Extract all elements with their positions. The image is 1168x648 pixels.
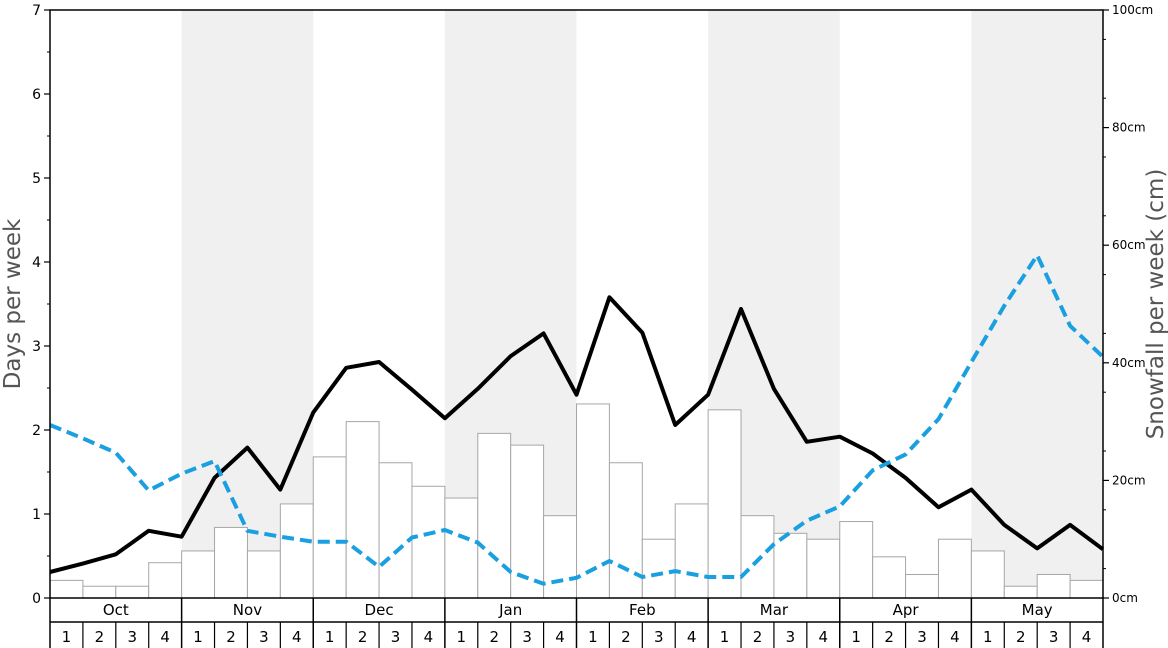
snowfall-bar (411, 485, 446, 599)
week-label: 2 (358, 628, 368, 646)
snowfall-bar (510, 444, 545, 599)
left-axis: 0 1 2 3 4 5 6 7 (32, 3, 50, 607)
snowfall-bar (674, 503, 709, 599)
week-label: 2 (753, 628, 763, 646)
right-tick-label: 60cm (1112, 238, 1146, 252)
week-label: 1 (851, 628, 861, 646)
left-tick-label: 3 (32, 339, 41, 355)
week-label: 2 (95, 628, 105, 646)
week-label: 4 (424, 628, 434, 646)
week-label: 2 (1016, 628, 1026, 646)
snowfall-bar (214, 526, 248, 599)
week-label: 1 (457, 628, 467, 646)
snowfall-bar (115, 585, 150, 599)
week-label: 2 (226, 628, 236, 646)
snowfall-bar (970, 550, 1005, 599)
week-label: 1 (983, 628, 993, 646)
snowfall-bar (806, 538, 841, 599)
snowfall-bar (1069, 579, 1104, 599)
left-tick-label: 6 (32, 87, 41, 103)
snowfall-bar (181, 550, 216, 599)
month-shade-may (971, 10, 1103, 598)
week-label: 1 (588, 628, 598, 646)
right-tick-label: 40cm (1112, 356, 1146, 370)
left-tick-label: 5 (32, 171, 41, 187)
right-tick-label: 0cm (1112, 591, 1138, 605)
snowfall-bar (279, 503, 314, 599)
week-label: 2 (621, 628, 631, 646)
snowfall-bar (543, 515, 577, 599)
month-label: Mar (760, 601, 789, 619)
dashed-line (49, 253, 1105, 586)
snowfall-bar (1003, 585, 1038, 599)
left-axis-label: Days per week (0, 218, 26, 389)
week-label: 2 (884, 628, 894, 646)
right-tick-label: 100cm (1112, 3, 1153, 17)
week-label: 1 (325, 628, 335, 646)
week-label: 3 (654, 628, 664, 646)
week-label: 3 (522, 628, 532, 646)
snowfall-bar (905, 573, 939, 599)
snowfall-bar (378, 462, 413, 599)
snowfall-bars (49, 403, 1104, 599)
month-label: Jan (498, 601, 522, 619)
snowfall-bar (773, 532, 808, 599)
snowfall-bar (345, 421, 380, 599)
snowfall-bar (444, 497, 479, 599)
week-label: 1 (193, 628, 203, 646)
week-label: 4 (687, 628, 697, 646)
snowfall-bar (608, 462, 643, 599)
x-axis: Oct 1 2 3 4 Nov 1 2 3 4 Dec 1 2 3 4 Jan 1 2 3 4 Feb 1 2 3 4 Mar 1 2… (49, 598, 1104, 648)
left-tick-label: 1 (32, 507, 41, 523)
snowfall-bar (839, 521, 874, 599)
snowfall-bar (707, 409, 742, 599)
week-label: 3 (127, 628, 137, 646)
week-label: 3 (917, 628, 927, 646)
day-lines (49, 253, 1105, 586)
week-label: 4 (292, 628, 302, 646)
week-label: 3 (786, 628, 796, 646)
snowfall-bar (49, 579, 84, 599)
snowfall-bar (82, 585, 117, 599)
month-label: Apr (893, 601, 920, 619)
week-label: 1 (720, 628, 730, 646)
right-axis: 0cm 20cm 40cm 60cm 80cm 100cm (1103, 3, 1153, 605)
week-label: 4 (950, 628, 960, 646)
snowfall-bar (148, 562, 183, 599)
right-tick-label: 80cm (1112, 121, 1146, 135)
month-label: Oct (103, 601, 129, 619)
month-label: Feb (629, 601, 656, 619)
month-label: May (1022, 601, 1053, 619)
right-axis-label: Snowfall per week (cm) (1143, 169, 1168, 440)
month-label: Nov (233, 601, 262, 619)
month-shading (181, 10, 1103, 598)
snowfall-bar (246, 550, 281, 599)
week-label: 1 (62, 628, 72, 646)
left-tick-label: 7 (32, 3, 41, 19)
week-label: 4 (1082, 628, 1092, 646)
snowfall-bar (641, 538, 676, 599)
left-tick-label: 4 (32, 255, 41, 271)
snowfall-bar (477, 432, 512, 599)
week-label: 3 (259, 628, 269, 646)
month-label: Dec (365, 601, 394, 619)
left-tick-label: 0 (32, 591, 41, 607)
snowfall-bar (1036, 573, 1071, 599)
snowfall-bar (740, 515, 775, 599)
left-tick-label: 2 (32, 423, 41, 439)
week-label: 4 (160, 628, 170, 646)
week-label: 3 (1049, 628, 1059, 646)
right-tick-label: 20cm (1112, 473, 1146, 487)
solid-line (49, 295, 1105, 574)
week-label: 2 (489, 628, 499, 646)
snowfall-bar (937, 538, 972, 599)
week-label: 3 (391, 628, 401, 646)
snowfall-bar (312, 456, 347, 599)
week-label: 4 (819, 628, 829, 646)
week-label: 4 (555, 628, 565, 646)
snowfall-bar (872, 556, 907, 599)
